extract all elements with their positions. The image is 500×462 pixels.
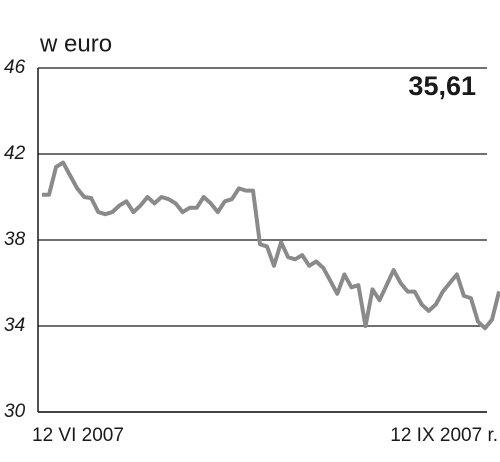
- price-line: [42, 160, 500, 331]
- x-tick-label: 12 IX 2007 r.: [390, 425, 498, 446]
- y-tick-label: 46: [4, 57, 26, 78]
- x-tick-label: 12 VI 2007: [32, 425, 124, 446]
- y-tick-label: 30: [4, 401, 26, 422]
- last-value-label: 35,61: [408, 71, 476, 101]
- y-tick-label: 42: [4, 143, 26, 164]
- chart-title: w euro: [39, 30, 112, 57]
- y-tick-label: 38: [4, 229, 26, 250]
- y-tick-label: 34: [4, 315, 25, 336]
